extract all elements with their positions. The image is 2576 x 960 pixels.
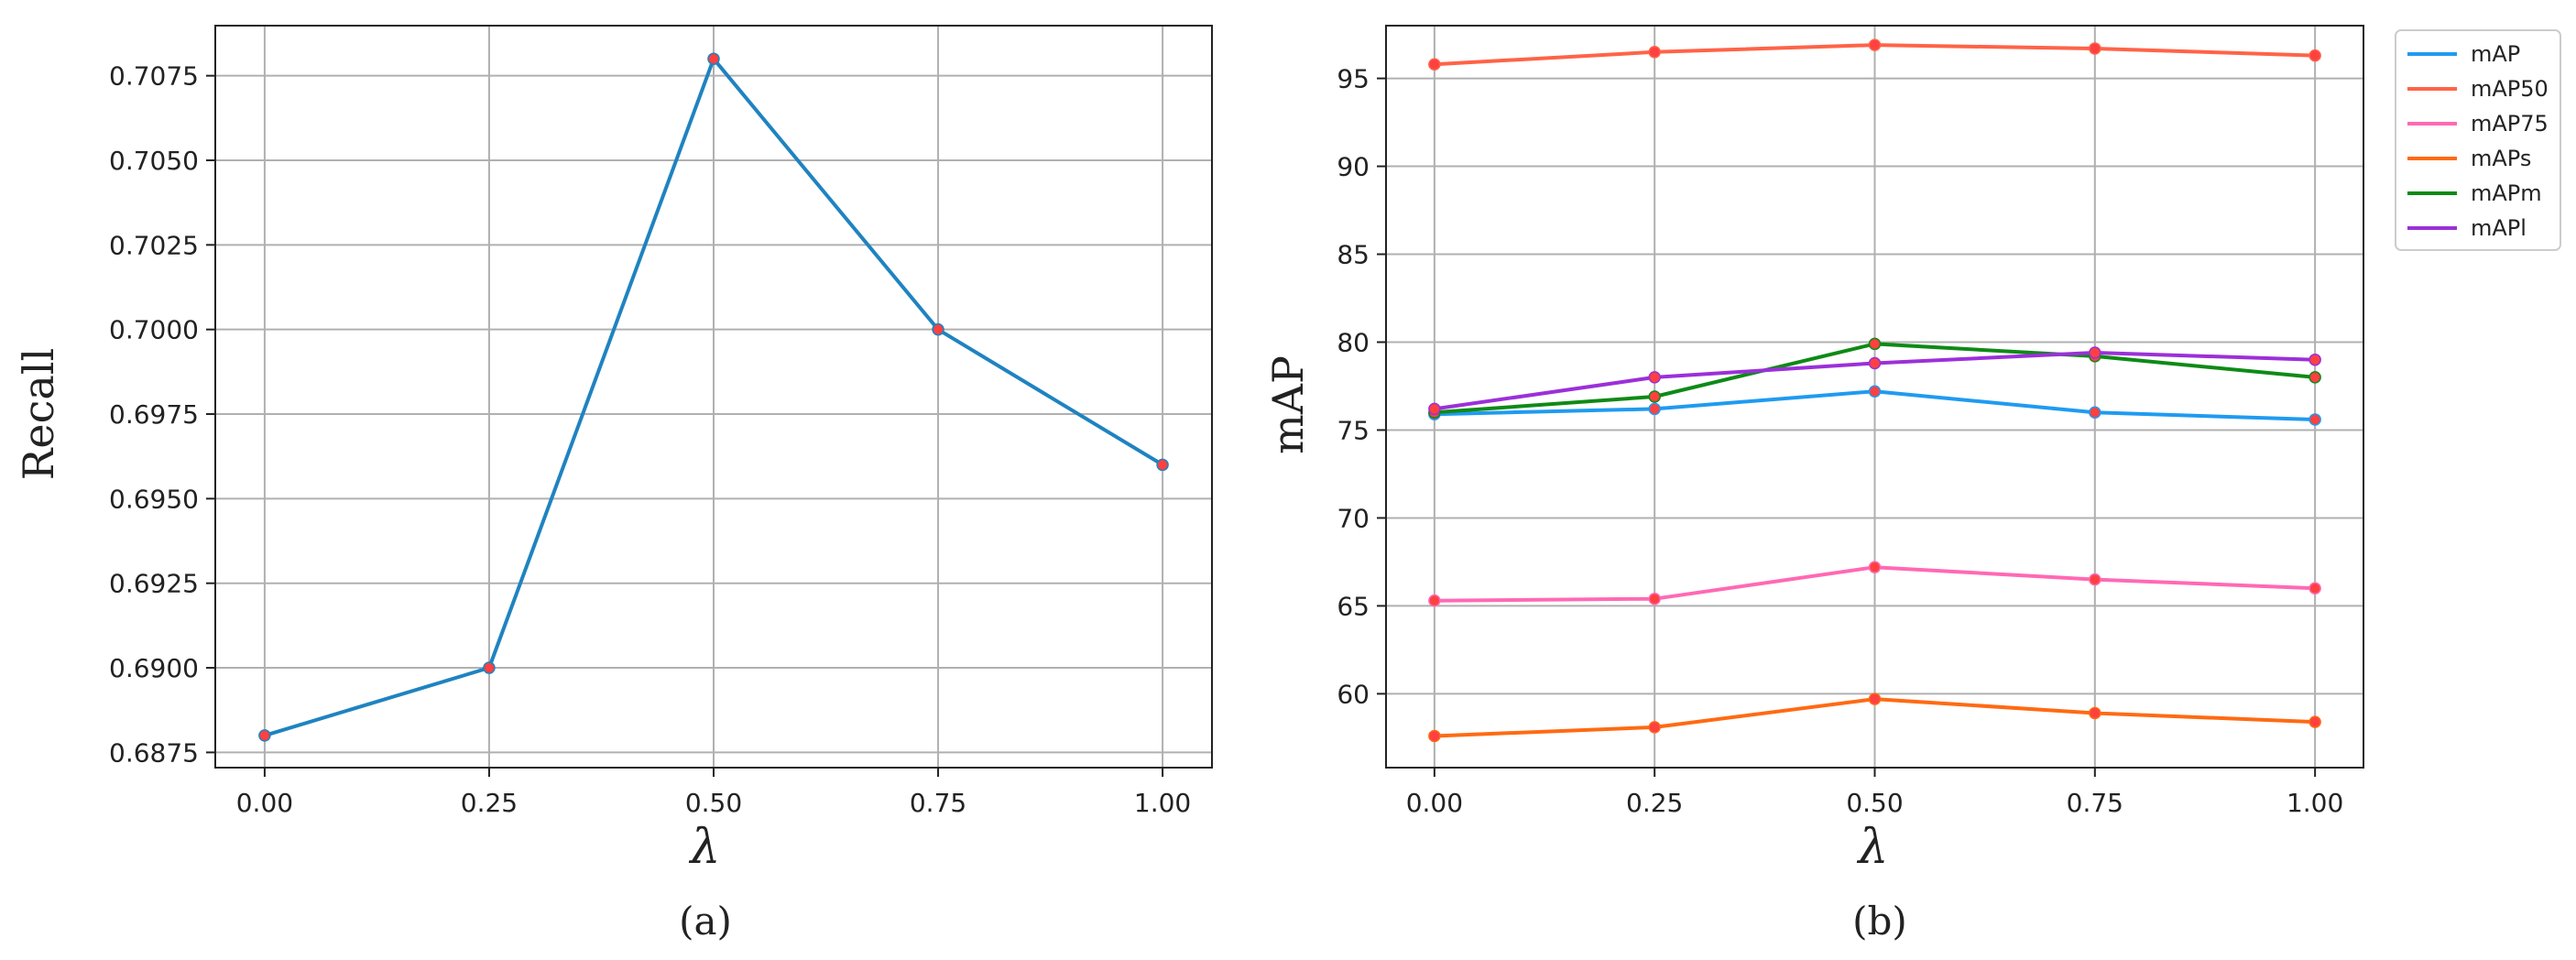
- y-tick-label: 0.7025: [109, 230, 199, 260]
- axis-ticks: 0.00 0.25 0.50 0.75 1.00 0.6875 0.6900 0.6925 0.…: [109, 61, 1191, 818]
- y-tick-label: 75: [1337, 415, 1370, 445]
- panel-b-map-chart: 0.00 0.25 0.50 0.75 1.00 60 65 70 75 80 85 90 95 mAP…: [1263, 25, 2364, 944]
- x-tick-label: 0.50: [1846, 788, 1903, 818]
- data-point: [1648, 402, 1661, 416]
- data-point: [2089, 573, 2101, 586]
- data-markers: [1428, 38, 2321, 743]
- data-point: [2089, 42, 2101, 55]
- x-tick-label: 0.25: [1626, 788, 1683, 818]
- axis-ticks: 0.00 0.25 0.50 0.75 1.00 60 65 70 75 80 85 90 95: [1337, 64, 2343, 818]
- y-tick-label: 80: [1337, 327, 1370, 357]
- grid: [215, 26, 1212, 768]
- legend-label: mAP: [2471, 41, 2520, 67]
- data-point: [1648, 46, 1661, 59]
- y-tick-label: 0.7000: [109, 315, 199, 345]
- caption-a: (a): [679, 899, 732, 944]
- y-tick-label: 0.7050: [109, 146, 199, 176]
- data-point: [1868, 385, 1882, 398]
- data-point: [2089, 346, 2101, 359]
- x-tick-label: 0.75: [2067, 788, 2123, 818]
- x-tick-label: 0.00: [236, 788, 293, 818]
- x-axis-label: λ: [1857, 820, 1889, 875]
- data-point: [2309, 413, 2321, 426]
- y-tick-label: 85: [1337, 240, 1370, 270]
- data-point: [258, 729, 271, 742]
- legend-label: mAPs: [2471, 146, 2531, 171]
- data-point: [1868, 38, 1882, 51]
- data-point: [1428, 594, 1441, 607]
- panel-a-recall-chart: 0.00 0.25 0.50 0.75 1.00 0.6875 0.6900 0.6925 0.…: [14, 25, 1213, 944]
- data-point: [2309, 371, 2321, 384]
- x-tick-label: 0.25: [461, 788, 518, 818]
- x-tick-label: 1.00: [1134, 788, 1191, 818]
- y-tick-label: 95: [1337, 64, 1370, 94]
- data-point: [1868, 356, 1882, 370]
- legend: mAP mAP50 mAP75 mAPs mAPm mAPl: [2395, 29, 2561, 251]
- data-point: [1428, 729, 1441, 743]
- legend-label: mAP50: [2471, 76, 2549, 102]
- data-point: [2309, 49, 2321, 62]
- data-point: [483, 661, 496, 674]
- data-point: [2089, 706, 2101, 720]
- data-point: [2309, 582, 2321, 595]
- caption-b: (b): [1852, 899, 1907, 944]
- data-point: [1648, 390, 1661, 403]
- x-tick-label: 0.00: [1406, 788, 1463, 818]
- data-point: [1648, 371, 1661, 384]
- data-point: [1648, 721, 1661, 734]
- data-point: [707, 52, 720, 65]
- data-point: [1868, 337, 1882, 351]
- y-tick-label: 65: [1337, 591, 1370, 621]
- data-point: [2309, 353, 2321, 366]
- data-point: [1868, 693, 1882, 705]
- x-tick-label: 0.75: [910, 788, 966, 818]
- y-tick-label: 60: [1337, 679, 1370, 709]
- y-axis-label: mAP: [1263, 355, 1313, 454]
- y-tick-label: 0.6875: [109, 737, 199, 768]
- y-tick-label: 0.6900: [109, 653, 199, 683]
- data-point: [1428, 402, 1441, 416]
- x-tick-label: 0.50: [685, 788, 742, 818]
- y-tick-label: 70: [1337, 503, 1370, 533]
- legend-label: mAPm: [2471, 180, 2542, 206]
- legend-label: mAP75: [2471, 111, 2549, 136]
- data-point: [2309, 715, 2321, 728]
- data-point: [1428, 58, 1441, 71]
- x-tick-label: 1.00: [2287, 788, 2343, 818]
- y-tick-label: 0.6950: [109, 484, 199, 514]
- y-tick-label: 0.6975: [109, 399, 199, 430]
- data-point: [1868, 561, 1882, 573]
- data-markers: [258, 52, 1169, 742]
- data-point: [1648, 592, 1661, 605]
- x-axis-label: λ: [689, 820, 721, 875]
- y-axis-label: Recall: [14, 348, 63, 480]
- data-point: [932, 322, 944, 336]
- data-point: [2089, 406, 2101, 420]
- legend-label: mAPl: [2471, 215, 2527, 241]
- y-tick-label: 0.7075: [109, 61, 199, 92]
- data-point: [1156, 458, 1169, 472]
- y-tick-label: 0.6925: [109, 569, 199, 599]
- y-tick-label: 90: [1337, 152, 1370, 182]
